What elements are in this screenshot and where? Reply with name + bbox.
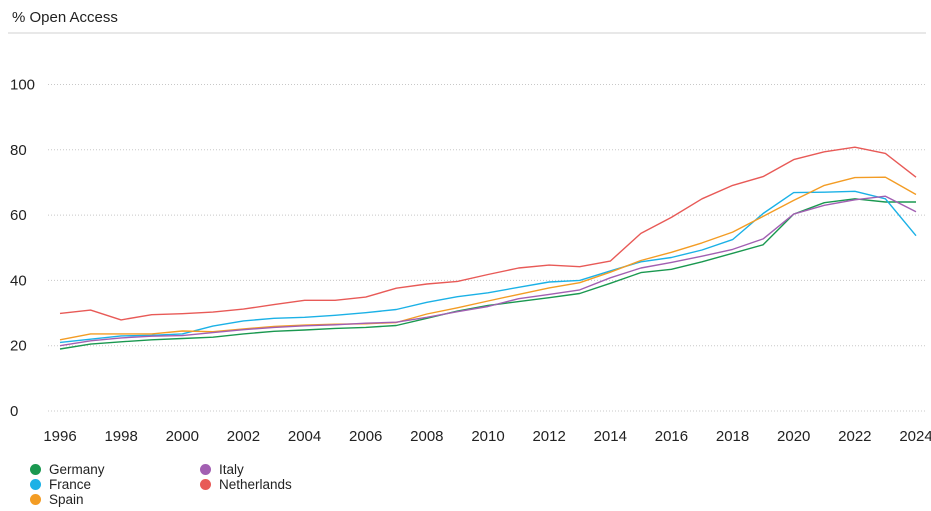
x-tick-label: 2000	[166, 428, 199, 445]
x-tick-label: 2020	[777, 428, 810, 445]
x-tick-label: 1996	[43, 428, 76, 445]
y-tick-label: 0	[10, 403, 18, 420]
y-axis-label: % Open Access	[12, 9, 118, 26]
x-tick-label: 2012	[532, 428, 565, 445]
series-line-france	[59, 190, 917, 344]
legend-label: Netherlands	[219, 477, 292, 492]
legend-item-netherlands: Netherlands	[200, 477, 370, 492]
series-lines	[59, 146, 917, 350]
gridlines	[8, 32, 926, 412]
x-tick-label: 2004	[288, 428, 321, 445]
x-tick-label: 2016	[655, 428, 688, 445]
legend-label: Italy	[219, 462, 244, 477]
legend-swatch	[30, 479, 41, 490]
series-line-germany	[59, 198, 916, 350]
legend-label: Spain	[49, 492, 84, 507]
y-tick-label: 100	[10, 77, 35, 94]
y-tick-label: 20	[10, 338, 27, 355]
line-chart: % Open Access 0 20 40 60 80 100 1996 1998 2000 2…	[8, 9, 931, 445]
x-tick-label: 2018	[716, 428, 749, 445]
legend-swatch	[200, 479, 211, 490]
series-line-netherlands	[59, 146, 917, 321]
y-tick-label: 80	[10, 142, 27, 159]
x-tick-label: 2002	[227, 428, 260, 445]
legend-swatch	[30, 494, 41, 505]
y-axis-ticks: 0 20 40 60 80 100	[10, 77, 35, 421]
x-tick-label: 2010	[471, 428, 504, 445]
legend-label: Germany	[49, 462, 105, 477]
series-line-italy	[59, 195, 917, 347]
legend-label: France	[49, 477, 92, 492]
y-tick-label: 40	[10, 272, 27, 289]
x-tick-label: 2024	[899, 428, 931, 445]
legend-item-italy: Italy	[200, 462, 370, 477]
legend: Germany France Spain Italy Netherlands	[30, 462, 450, 508]
x-axis-ticks: 1996 1998 2000 2002 2004 2006 2008 2010 2012 2014…	[43, 428, 931, 445]
y-tick-label: 60	[10, 207, 27, 224]
legend-item-france: France	[30, 477, 200, 492]
legend-item-spain: Spain	[30, 492, 200, 507]
legend-item-germany: Germany	[30, 462, 200, 477]
series-line-spain	[59, 176, 917, 341]
x-tick-label: 2006	[349, 428, 382, 445]
legend-swatch	[30, 464, 41, 475]
x-tick-label: 2022	[838, 428, 871, 445]
x-tick-label: 2014	[594, 428, 627, 445]
x-tick-label: 1998	[104, 428, 137, 445]
legend-swatch	[200, 464, 211, 475]
x-tick-label: 2008	[410, 428, 443, 445]
